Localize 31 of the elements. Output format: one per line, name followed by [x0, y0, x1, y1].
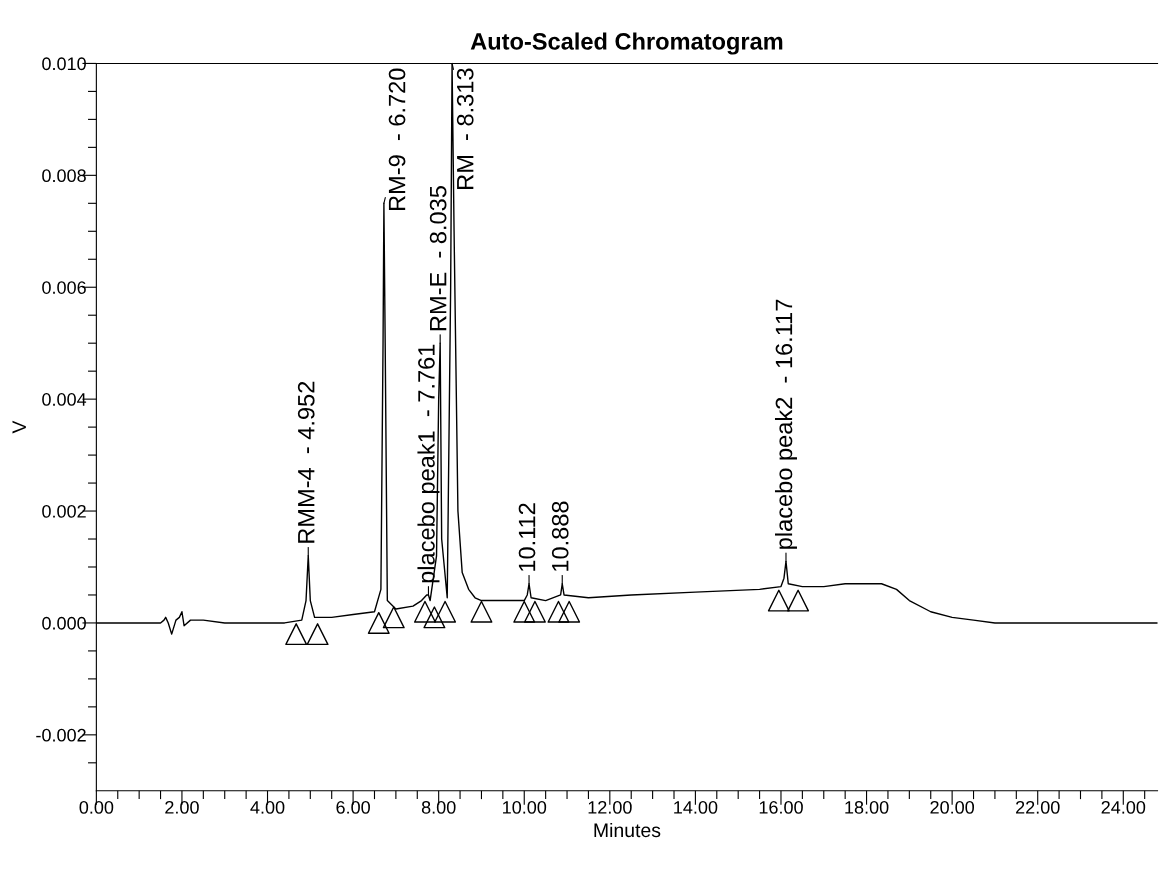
- x-tick-label: 12.00: [588, 800, 632, 814]
- annotation: RM-E - 8.035: [429, 186, 447, 331]
- x-tick-label: 20.00: [930, 800, 975, 814]
- x-tick-label: 16.00: [759, 800, 803, 814]
- y-tick-label: -0.002: [36, 728, 86, 742]
- y-tick-label: 0.010: [42, 57, 86, 71]
- annotation: 10.888: [551, 501, 569, 571]
- x-tick-label: 6.00: [336, 800, 370, 814]
- y-tick-label: 0.008: [42, 169, 86, 183]
- x-tick-label: 24.00: [1101, 800, 1146, 814]
- y-tick-label: 0.004: [42, 393, 87, 406]
- x-tick-label: 0.00: [79, 800, 114, 814]
- x-tick-label: 22.00: [1016, 800, 1060, 814]
- annotation: placebo peak2 - 16.117: [774, 299, 797, 549]
- chart-title: Auto-Scaled Chromatogram: [470, 32, 783, 55]
- annotation: RMM-4 - 4.952: [297, 381, 315, 543]
- y-tick-label: 0.006: [42, 281, 86, 294]
- y-tick-label: 0.000: [42, 616, 86, 630]
- x-axis-title: Minutes: [594, 822, 661, 838]
- x-tick-label: 18.00: [845, 800, 889, 814]
- y-axis-title: V: [12, 420, 26, 434]
- x-tick-label: 2.00: [165, 800, 199, 814]
- annotation: RM-9 - 6.720: [388, 68, 406, 210]
- annotation: RM - 8.313: [456, 68, 474, 189]
- x-tick-label: 10.00: [503, 800, 547, 814]
- x-tick-label: 8.00: [421, 800, 456, 814]
- x-tick-label: 4.00: [250, 800, 285, 814]
- annotation: placebo peak1 - 7.761: [417, 344, 440, 583]
- y-tick-label: 0.002: [42, 504, 86, 518]
- x-tick-label: 14.00: [674, 800, 718, 814]
- annotation: 10.112: [518, 503, 536, 571]
